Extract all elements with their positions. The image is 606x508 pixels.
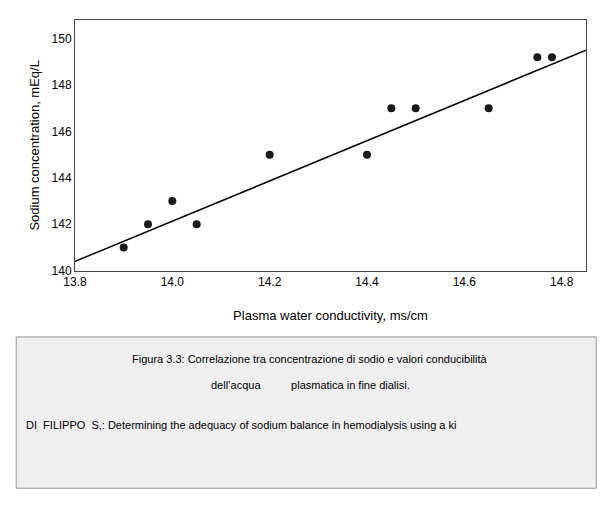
svg-text:14.0: 14.0 bbox=[161, 275, 185, 289]
svg-text:14.4: 14.4 bbox=[355, 275, 379, 289]
svg-text:DI FILIPPO S,: Determining t: DI FILIPPO S,: Determining the adequacy … bbox=[26, 419, 456, 431]
svg-text:140: 140 bbox=[52, 264, 72, 278]
svg-text:Plasma water conductivity, ms/: Plasma water conductivity, ms/cm bbox=[233, 308, 428, 323]
svg-text:13.8: 13.8 bbox=[63, 275, 87, 289]
svg-text:14.2: 14.2 bbox=[258, 275, 282, 289]
svg-text:150: 150 bbox=[52, 32, 72, 46]
svg-text:146: 146 bbox=[52, 125, 72, 139]
svg-text:14.8: 14.8 bbox=[550, 275, 574, 289]
svg-text:dell’acqua plasmatica: dell’acqua plasmatica in fine dialisi. bbox=[211, 379, 410, 391]
svg-text:144: 144 bbox=[52, 171, 72, 185]
svg-text:Figura 3.3: Correlazione tra c: Figura 3.3: Correlazione tra concentrazi… bbox=[132, 353, 488, 365]
svg-text:148: 148 bbox=[52, 78, 72, 92]
svg-text:Sodium concentration, mEq/L: Sodium concentration, mEq/L bbox=[27, 60, 42, 231]
svg-text:14.6: 14.6 bbox=[453, 275, 477, 289]
svg-text:142: 142 bbox=[52, 217, 72, 231]
